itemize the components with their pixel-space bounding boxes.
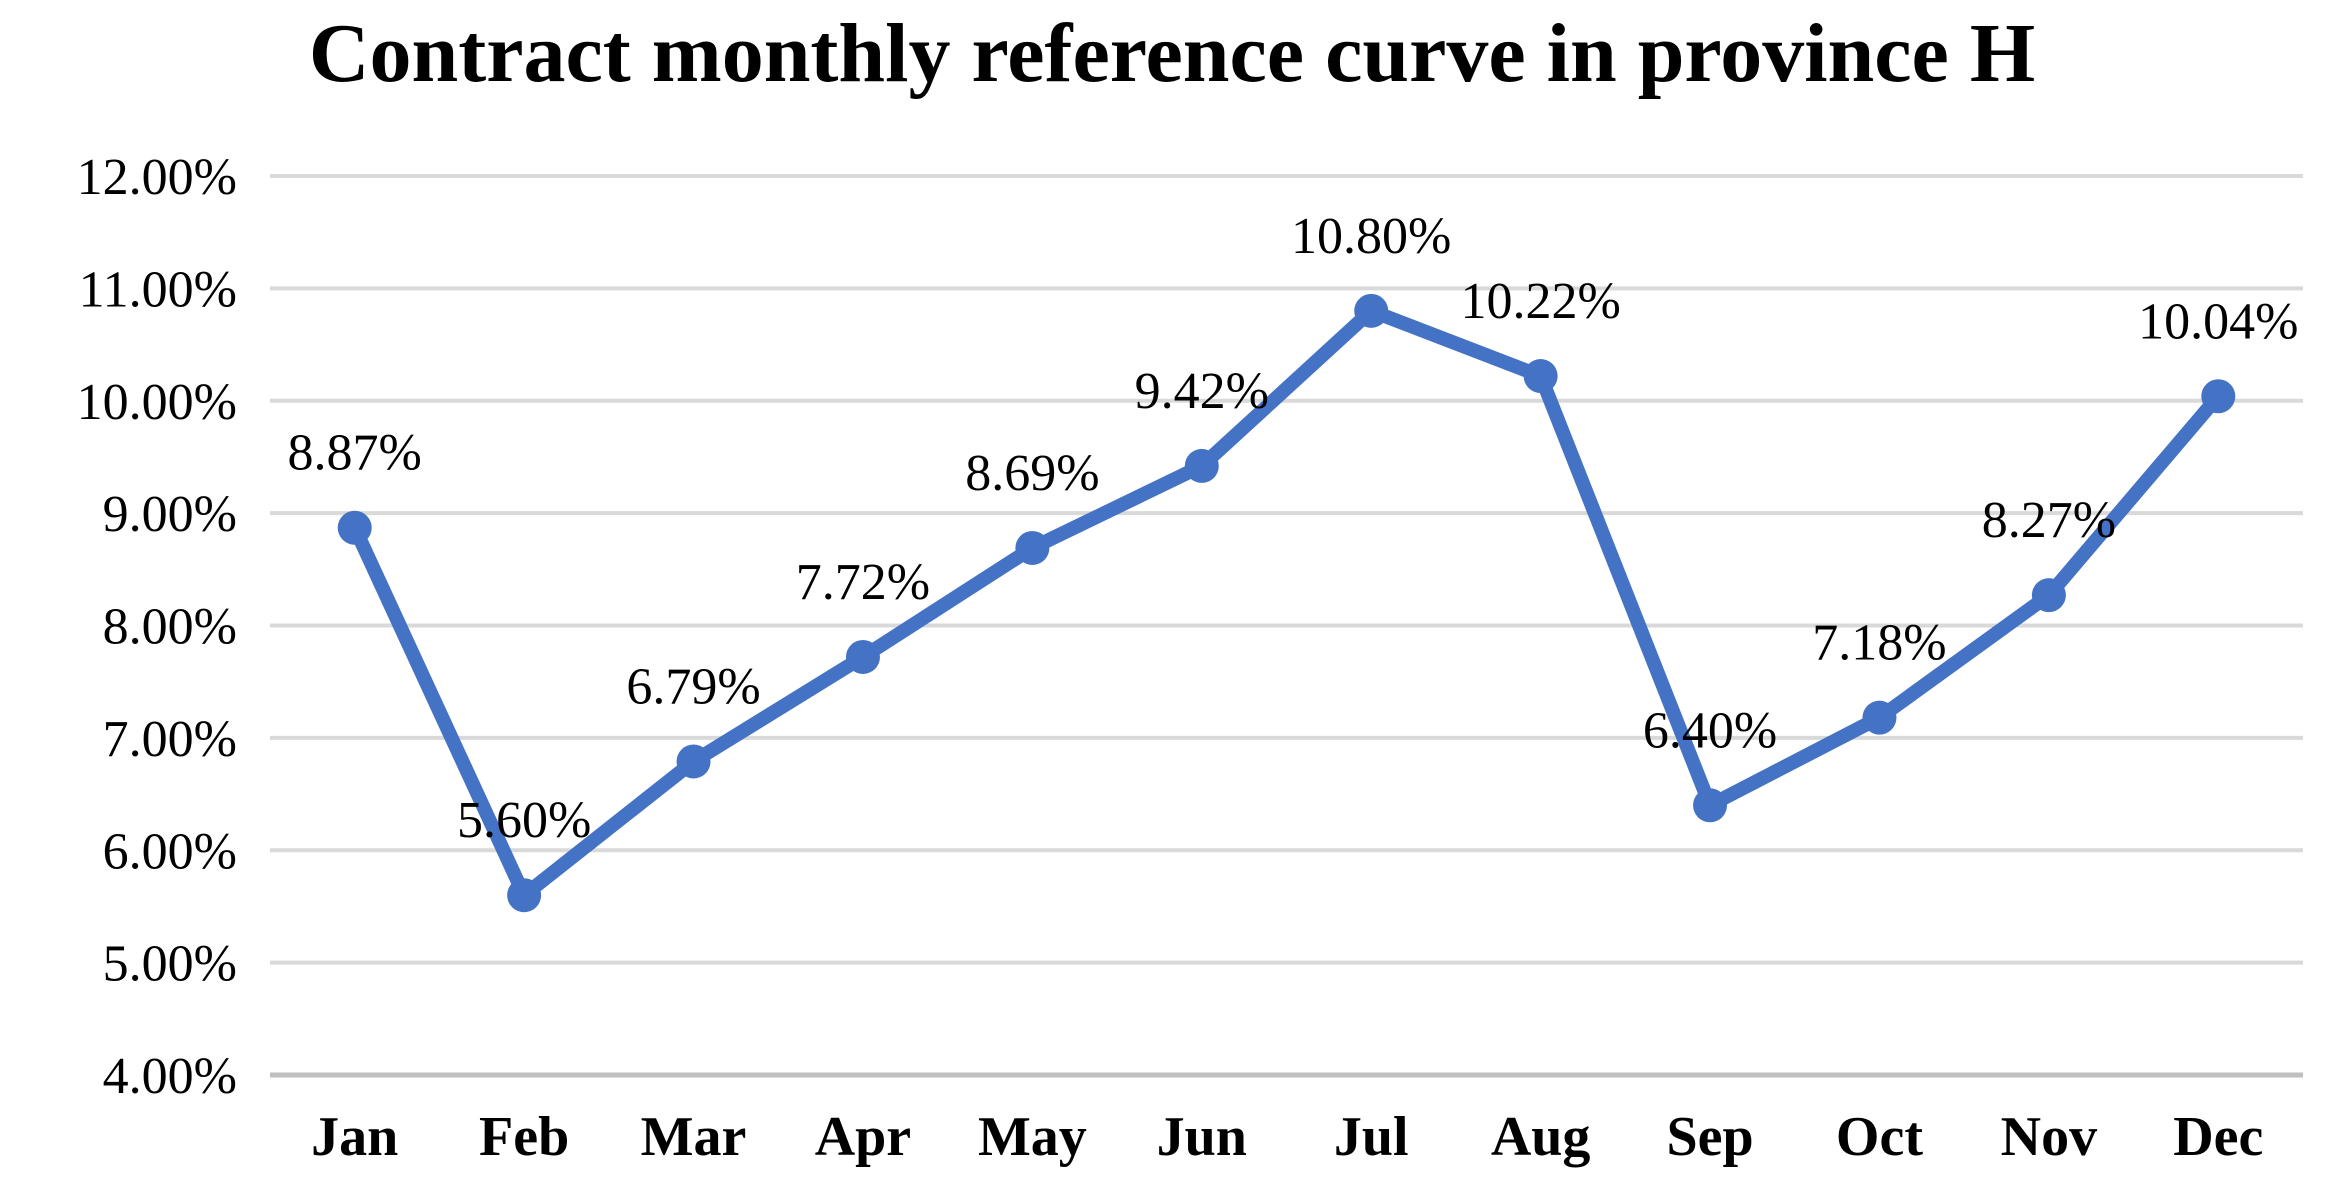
data-point-marker (337, 510, 372, 545)
data-point-marker (1693, 788, 1728, 823)
y-axis-tick-label: 8.00% (103, 599, 237, 656)
y-axis-tick-label: 9.00% (103, 486, 237, 543)
x-axis-label: Sep (1666, 1106, 1753, 1168)
chart-title: Contract monthly reference curve in prov… (308, 7, 2036, 100)
y-axis-tick-label: 10.00% (77, 374, 237, 431)
x-axis-label: Dec (2173, 1106, 2263, 1168)
y-axis-tick-label: 4.00% (103, 1048, 237, 1105)
data-label: 6.40% (1643, 702, 1777, 759)
data-point-marker (1015, 530, 1050, 565)
gridlines (270, 174, 2303, 1078)
data-label: 7.72% (796, 554, 930, 611)
data-point-marker (507, 878, 542, 913)
x-axis-label: Jun (1157, 1106, 1247, 1168)
data-point-marker (1862, 700, 1897, 735)
x-axis-label: Oct (1836, 1106, 1923, 1168)
data-point-marker (1354, 293, 1389, 328)
y-axis-tick-label: 6.00% (103, 823, 237, 880)
data-label: 6.79% (626, 658, 760, 715)
x-axis-label: Apr (815, 1106, 911, 1168)
x-axis-label: May (978, 1106, 1087, 1168)
data-label: 10.22% (1460, 273, 1620, 330)
y-axis-tick-label: 11.00% (79, 261, 237, 318)
x-axis-label: Mar (641, 1106, 747, 1168)
series-line (347, 303, 2226, 903)
data-label: 8.87% (288, 425, 422, 482)
y-axis-tick-label: 12.00% (77, 149, 237, 206)
data-label: 10.04% (2138, 293, 2298, 350)
data-point-marker (2201, 379, 2236, 414)
x-axis-label: Jan (311, 1106, 398, 1168)
data-point-marker (676, 744, 711, 779)
data-point-marker (845, 639, 880, 674)
data-point-marker (1523, 359, 1558, 394)
data-point-marker (2031, 578, 2066, 613)
x-axis-label: Aug (1491, 1106, 1591, 1168)
x-axis-label: Nov (2001, 1106, 2097, 1168)
x-axis-label: Jul (1334, 1106, 1409, 1168)
x-axis-label: Feb (479, 1106, 569, 1168)
data-label: 9.42% (1135, 363, 1269, 420)
y-axis-tick-label: 5.00% (103, 936, 237, 993)
y-axis-tick-label: 7.00% (103, 711, 237, 768)
data-label: 8.69% (965, 445, 1099, 502)
data-label: 7.18% (1812, 615, 1946, 672)
data-label: 8.27% (1982, 492, 2116, 549)
data-label: 10.80% (1291, 208, 1451, 265)
data-label: 5.60% (457, 792, 591, 849)
data-point-marker (1184, 448, 1219, 483)
